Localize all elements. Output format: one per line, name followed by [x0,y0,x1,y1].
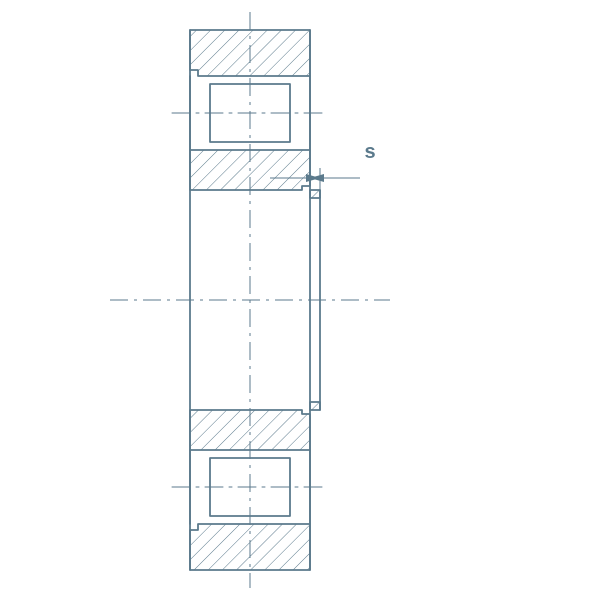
bearing-diagram: s [0,0,600,600]
dimension-s-label: s [364,141,375,163]
centerlines [110,12,390,588]
